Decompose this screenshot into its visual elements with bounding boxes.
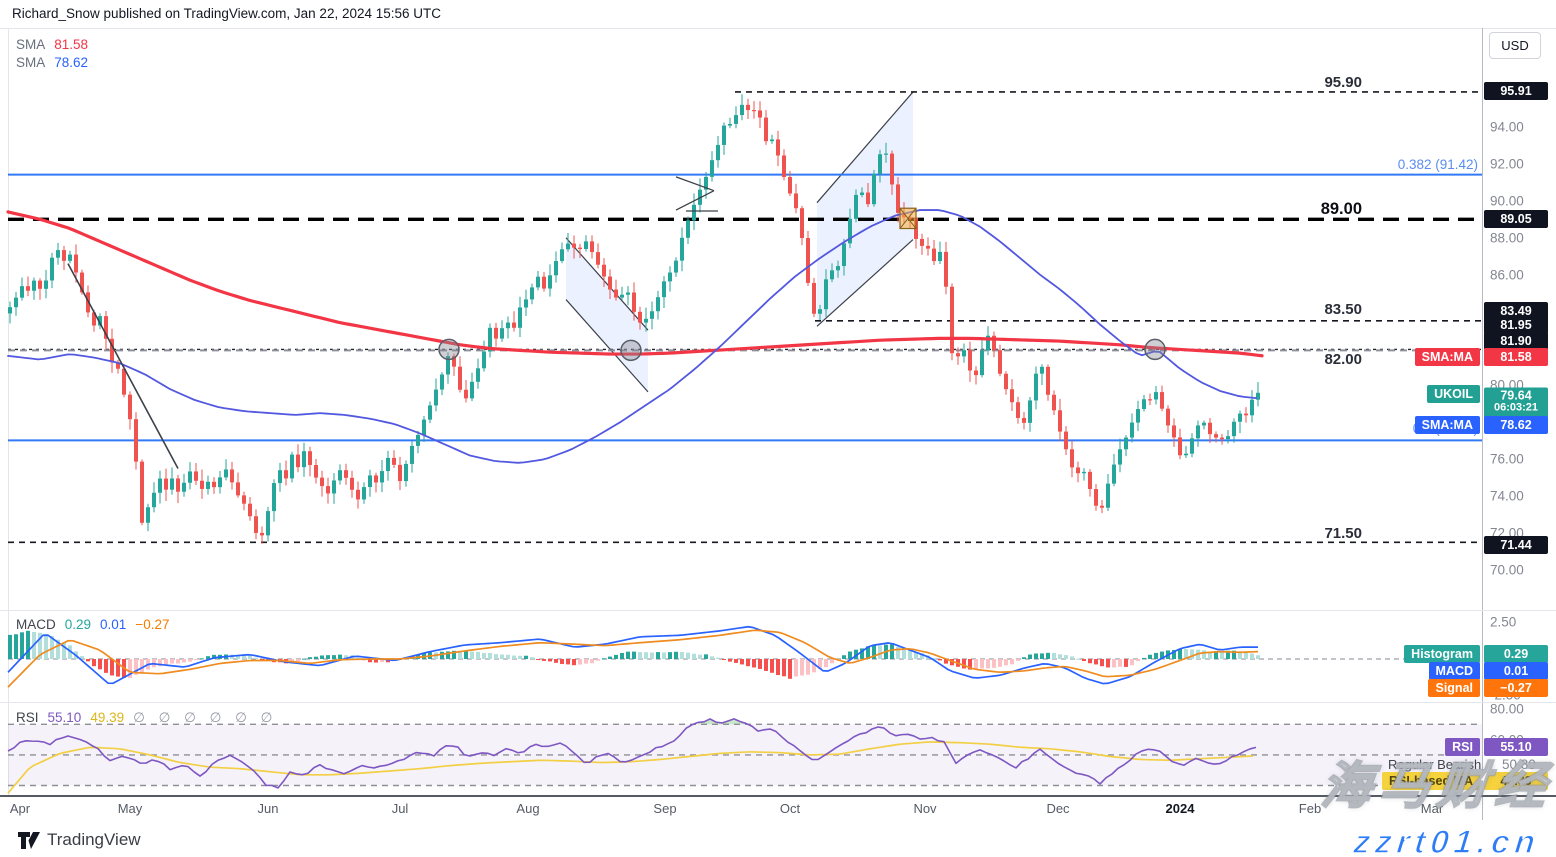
sma-row: SMA 81.58	[16, 36, 88, 54]
rsi-null-values: ∅ ∅ ∅ ∅ ∅ ∅	[133, 710, 278, 725]
sma2-value: 78.62	[54, 55, 89, 70]
indicator-legend-macd: MACD 0.29 0.01 −0.27	[16, 617, 178, 632]
chart-top-border	[0, 28, 1556, 29]
tradingview-logo-text: TradingView	[47, 830, 141, 849]
currency-button[interactable]: USD	[1489, 32, 1541, 59]
indicator-legend-sma: SMA 81.58 SMA 78.62	[16, 36, 88, 72]
chart-left-border	[8, 28, 9, 796]
time-axis-strip[interactable]	[0, 797, 1482, 820]
rsi-ma-value: 49.39	[90, 710, 125, 725]
publish-caption: Richard_Snow published on TradingView.co…	[12, 6, 442, 21]
macd-signal-value: −0.27	[135, 617, 170, 632]
sma-label: SMA	[16, 37, 46, 52]
rsi-label: RSI	[16, 710, 39, 725]
sma1-value: 81.58	[54, 37, 89, 52]
divergence-label: Regular Bearish	[1388, 757, 1482, 772]
macd-label: MACD	[16, 617, 56, 632]
rsi-value: 55.10	[47, 710, 82, 725]
indicator-legend-rsi: RSI 55.10 49.39 ∅ ∅ ∅ ∅ ∅ ∅	[16, 710, 286, 726]
tradingview-logo-icon	[18, 831, 40, 849]
footer-logo[interactable]: TradingView	[18, 830, 141, 850]
time-axis-border	[0, 795, 1556, 797]
macd-hist-value: 0.29	[64, 617, 92, 632]
macd-line-value: 0.01	[100, 617, 127, 632]
price-axis-border	[1482, 28, 1483, 820]
sma-label: SMA	[16, 55, 46, 70]
price-axis-strip[interactable]	[1483, 60, 1556, 795]
pane-divider-rsi[interactable]	[0, 702, 1556, 703]
sma-row: SMA 78.62	[16, 54, 88, 72]
pane-divider-macd[interactable]	[0, 610, 1556, 611]
divergence-value: 50.80	[1502, 757, 1536, 772]
